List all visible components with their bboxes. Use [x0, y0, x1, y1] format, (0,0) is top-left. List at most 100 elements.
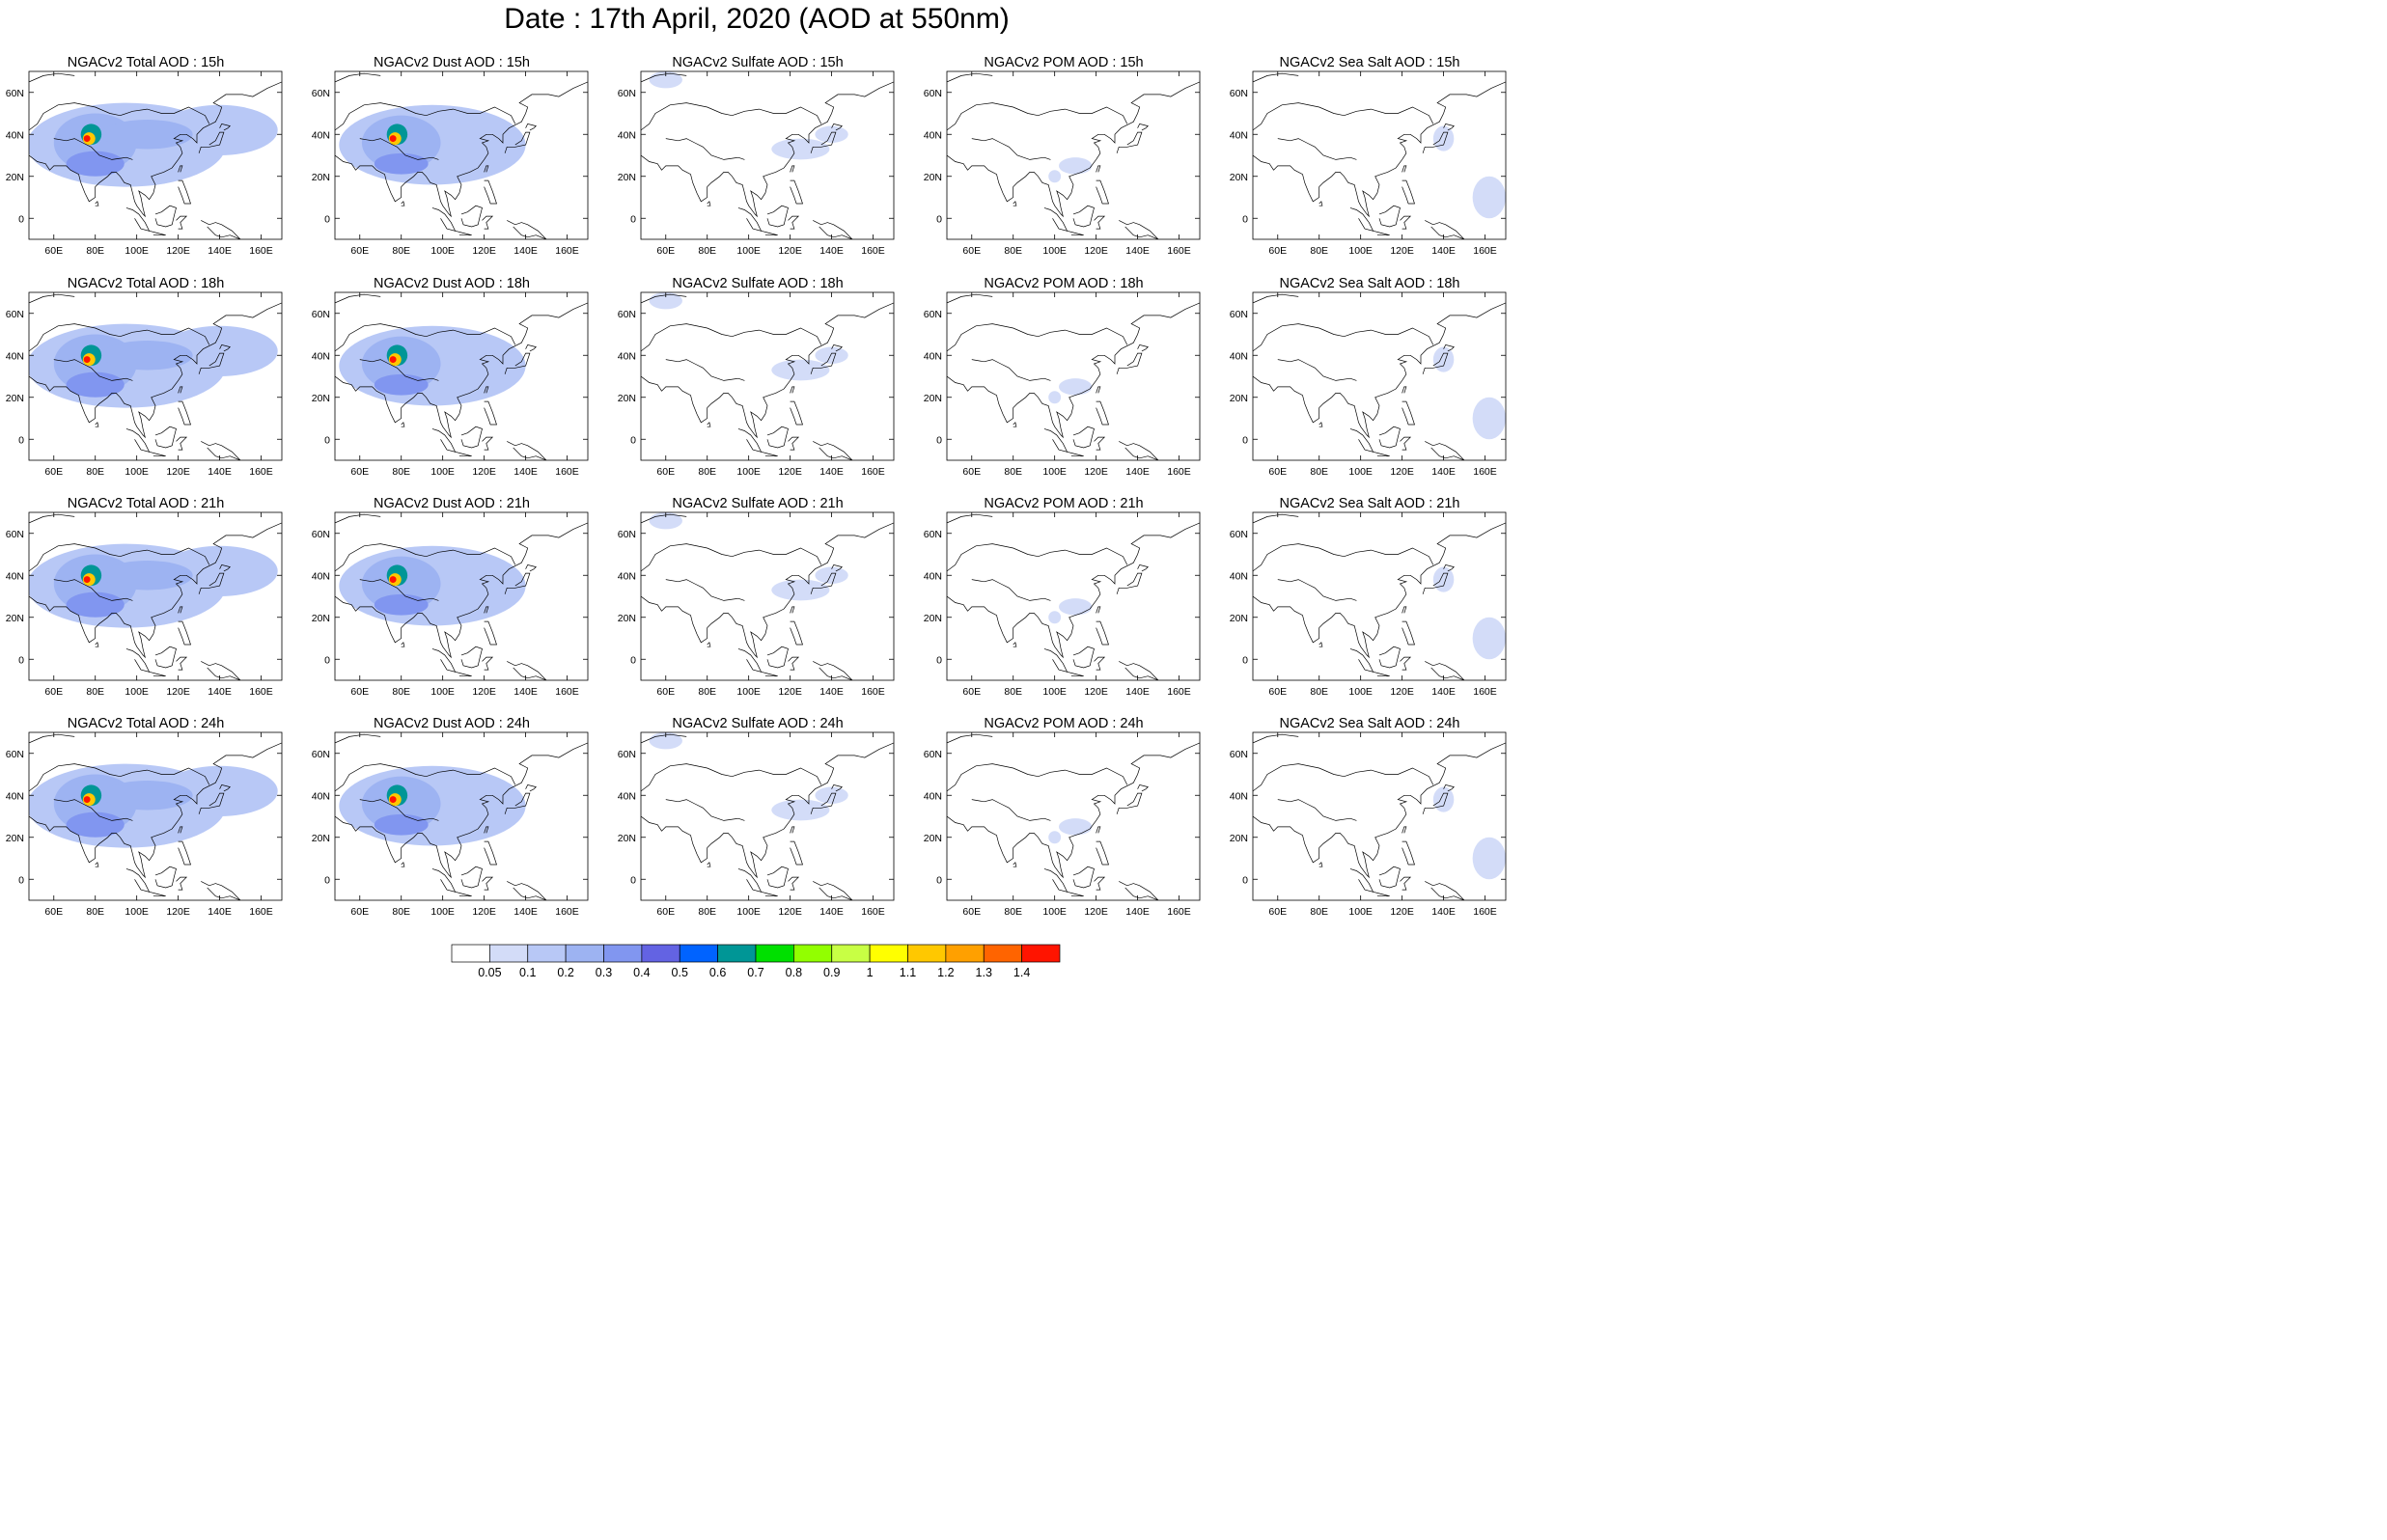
coastline [810, 572, 837, 594]
lon-tick-label: 140E [208, 245, 232, 257]
map-panel: NGACv2 POM AOD : 15h 60E 80E 100E 120E 140E 16… [924, 54, 1244, 274]
coastline [525, 344, 537, 352]
lon-tick-label: 80E [1310, 245, 1328, 257]
lat-tick-label: 20N [618, 172, 636, 183]
lat-tick-label: 0 [324, 874, 330, 886]
coastline [1013, 422, 1017, 427]
coastline [1443, 123, 1455, 131]
coastline [1096, 620, 1109, 646]
panel-title: NGACv2 POM AOD : 24h [984, 716, 1144, 731]
aod-map: 60E 80E 100E 120E 140E 160E 60N 40N 20N 0 [618, 70, 895, 257]
lon-tick-label: 60E [1268, 906, 1287, 918]
coastline [401, 862, 405, 867]
coastline [1137, 564, 1149, 572]
coastline [95, 862, 99, 867]
colorbar-label: 1.2 [937, 966, 954, 979]
coastline [1116, 131, 1143, 153]
coastline [665, 359, 745, 381]
coastline [1373, 671, 1390, 677]
colorbar-swatch [945, 944, 985, 963]
lat-tick-label: 0 [630, 434, 636, 446]
colorbar-label: 0.5 [672, 966, 688, 979]
aod-field [339, 325, 526, 406]
lon-tick-label: 80E [86, 686, 104, 698]
panel-title: NGACv2 Dust AOD : 18h [374, 276, 530, 291]
lon-tick-label: 60E [656, 906, 675, 918]
panel-title: NGACv2 Total AOD : 21h [67, 496, 225, 511]
lon-tick-label: 160E [1167, 906, 1191, 918]
lon-tick-label: 140E [513, 686, 538, 698]
coastline [1043, 428, 1069, 453]
coastline [482, 876, 494, 891]
map-panels-grid: NGACv2 Total AOD : 15h 60E 80E 100E 120E 140E… [0, 0, 1513, 984]
coastline [1422, 352, 1449, 374]
coastline [1425, 881, 1465, 900]
coastline [1067, 451, 1084, 457]
panel-title: NGACv2 POM AOD : 18h [984, 276, 1144, 291]
coastline [1422, 792, 1449, 814]
coastline [1043, 207, 1069, 232]
lon-tick-label: 160E [555, 245, 579, 257]
lon-tick-label: 140E [1125, 245, 1150, 257]
lat-tick-label: 60N [312, 88, 330, 99]
coastline [1373, 891, 1390, 897]
colorbar-swatch [489, 944, 529, 963]
lat-tick-label: 0 [1242, 654, 1248, 666]
coastline [29, 72, 75, 83]
panel-title: NGACv2 Sea Salt AOD : 15h [1279, 55, 1460, 70]
coastline [201, 661, 241, 680]
aod-blob [101, 341, 193, 371]
lon-tick-label: 120E [166, 906, 190, 918]
lon-tick-label: 140E [819, 245, 844, 257]
aod-blob [83, 796, 91, 804]
lat-tick-label: 20N [6, 613, 24, 624]
aod-blob [1432, 786, 1455, 812]
lat-tick-label: 60N [924, 309, 942, 320]
coastline [401, 422, 405, 427]
aod-map: 60E 80E 100E 120E 140E 160E 60N 40N 20N 0 [924, 731, 1201, 918]
lat-tick-label: 0 [1242, 874, 1248, 886]
map-frame [1252, 731, 1507, 901]
lon-tick-label: 120E [472, 906, 496, 918]
lon-tick-label: 80E [698, 466, 716, 478]
coastline [176, 656, 188, 671]
lon-tick-label: 80E [392, 906, 410, 918]
lon-tick-label: 160E [555, 906, 579, 918]
lon-tick-label: 60E [962, 466, 981, 478]
coastline [507, 881, 547, 900]
coastline [335, 293, 381, 304]
aod-blob [374, 373, 429, 396]
lon-tick-label: 140E [1431, 686, 1456, 698]
lon-tick-label: 100E [1042, 466, 1067, 478]
aod-map: 60E 80E 100E 120E 140E 160E 60N 40N 20N 0 [1230, 70, 1507, 257]
aod-map: 60E 80E 100E 120E 140E 160E 60N 40N 20N 0 [1230, 511, 1507, 698]
coastline [484, 840, 497, 866]
lat-tick-label: 60N [6, 309, 24, 320]
panel-title: NGACv2 Dust AOD : 15h [374, 55, 530, 70]
lat-tick-label: 40N [6, 570, 24, 582]
coastline [813, 441, 853, 460]
lon-tick-label: 160E [1167, 245, 1191, 257]
coastline [219, 344, 231, 352]
lon-tick-label: 80E [698, 906, 716, 918]
coastlines [335, 293, 588, 460]
lon-tick-label: 80E [698, 686, 716, 698]
coastline [1402, 179, 1415, 205]
lat-tick-label: 40N [924, 350, 942, 362]
map-frame [946, 291, 1201, 461]
coastline [790, 620, 803, 646]
lon-tick-label: 160E [861, 245, 885, 257]
lon-tick-label: 140E [819, 466, 844, 478]
lon-tick-label: 100E [125, 245, 149, 257]
coastline [971, 579, 1051, 601]
lon-tick-label: 160E [861, 686, 885, 698]
coastline [1402, 606, 1407, 614]
coastline [95, 642, 99, 647]
lat-tick-label: 0 [936, 874, 942, 886]
coastline [790, 840, 803, 866]
map-frame [640, 731, 895, 901]
lon-tick-label: 60E [44, 245, 63, 257]
colorbar-swatch [755, 944, 794, 963]
coastline [1443, 784, 1455, 792]
coastline [176, 436, 188, 451]
